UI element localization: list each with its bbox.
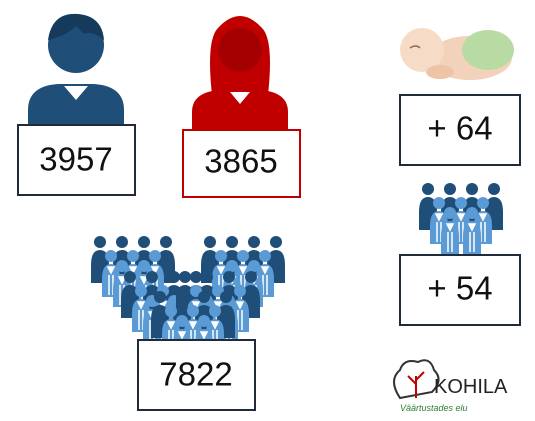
female-icon bbox=[192, 16, 288, 135]
women-count: 3865 bbox=[204, 143, 277, 180]
baby-icon bbox=[400, 28, 514, 80]
logo-name: KOHILA bbox=[434, 376, 508, 398]
men-count: 3957 bbox=[39, 141, 112, 178]
births-count: + 64 bbox=[427, 110, 492, 147]
infographic: 3957 3865 + 64 + 54 7822 KOHILA Väärtust… bbox=[0, 0, 535, 416]
logo-tagline: Väärtustades elu bbox=[400, 403, 468, 413]
total-count: 7822 bbox=[159, 356, 232, 393]
migration-count: + 54 bbox=[427, 270, 492, 307]
group-icon bbox=[419, 183, 503, 254]
male-icon bbox=[28, 14, 124, 135]
logo: KOHILA Väärtustades elu bbox=[394, 360, 508, 413]
page: 3957 3865 + 64 + 54 7822 KOHILA Väärtust… bbox=[0, 0, 535, 416]
